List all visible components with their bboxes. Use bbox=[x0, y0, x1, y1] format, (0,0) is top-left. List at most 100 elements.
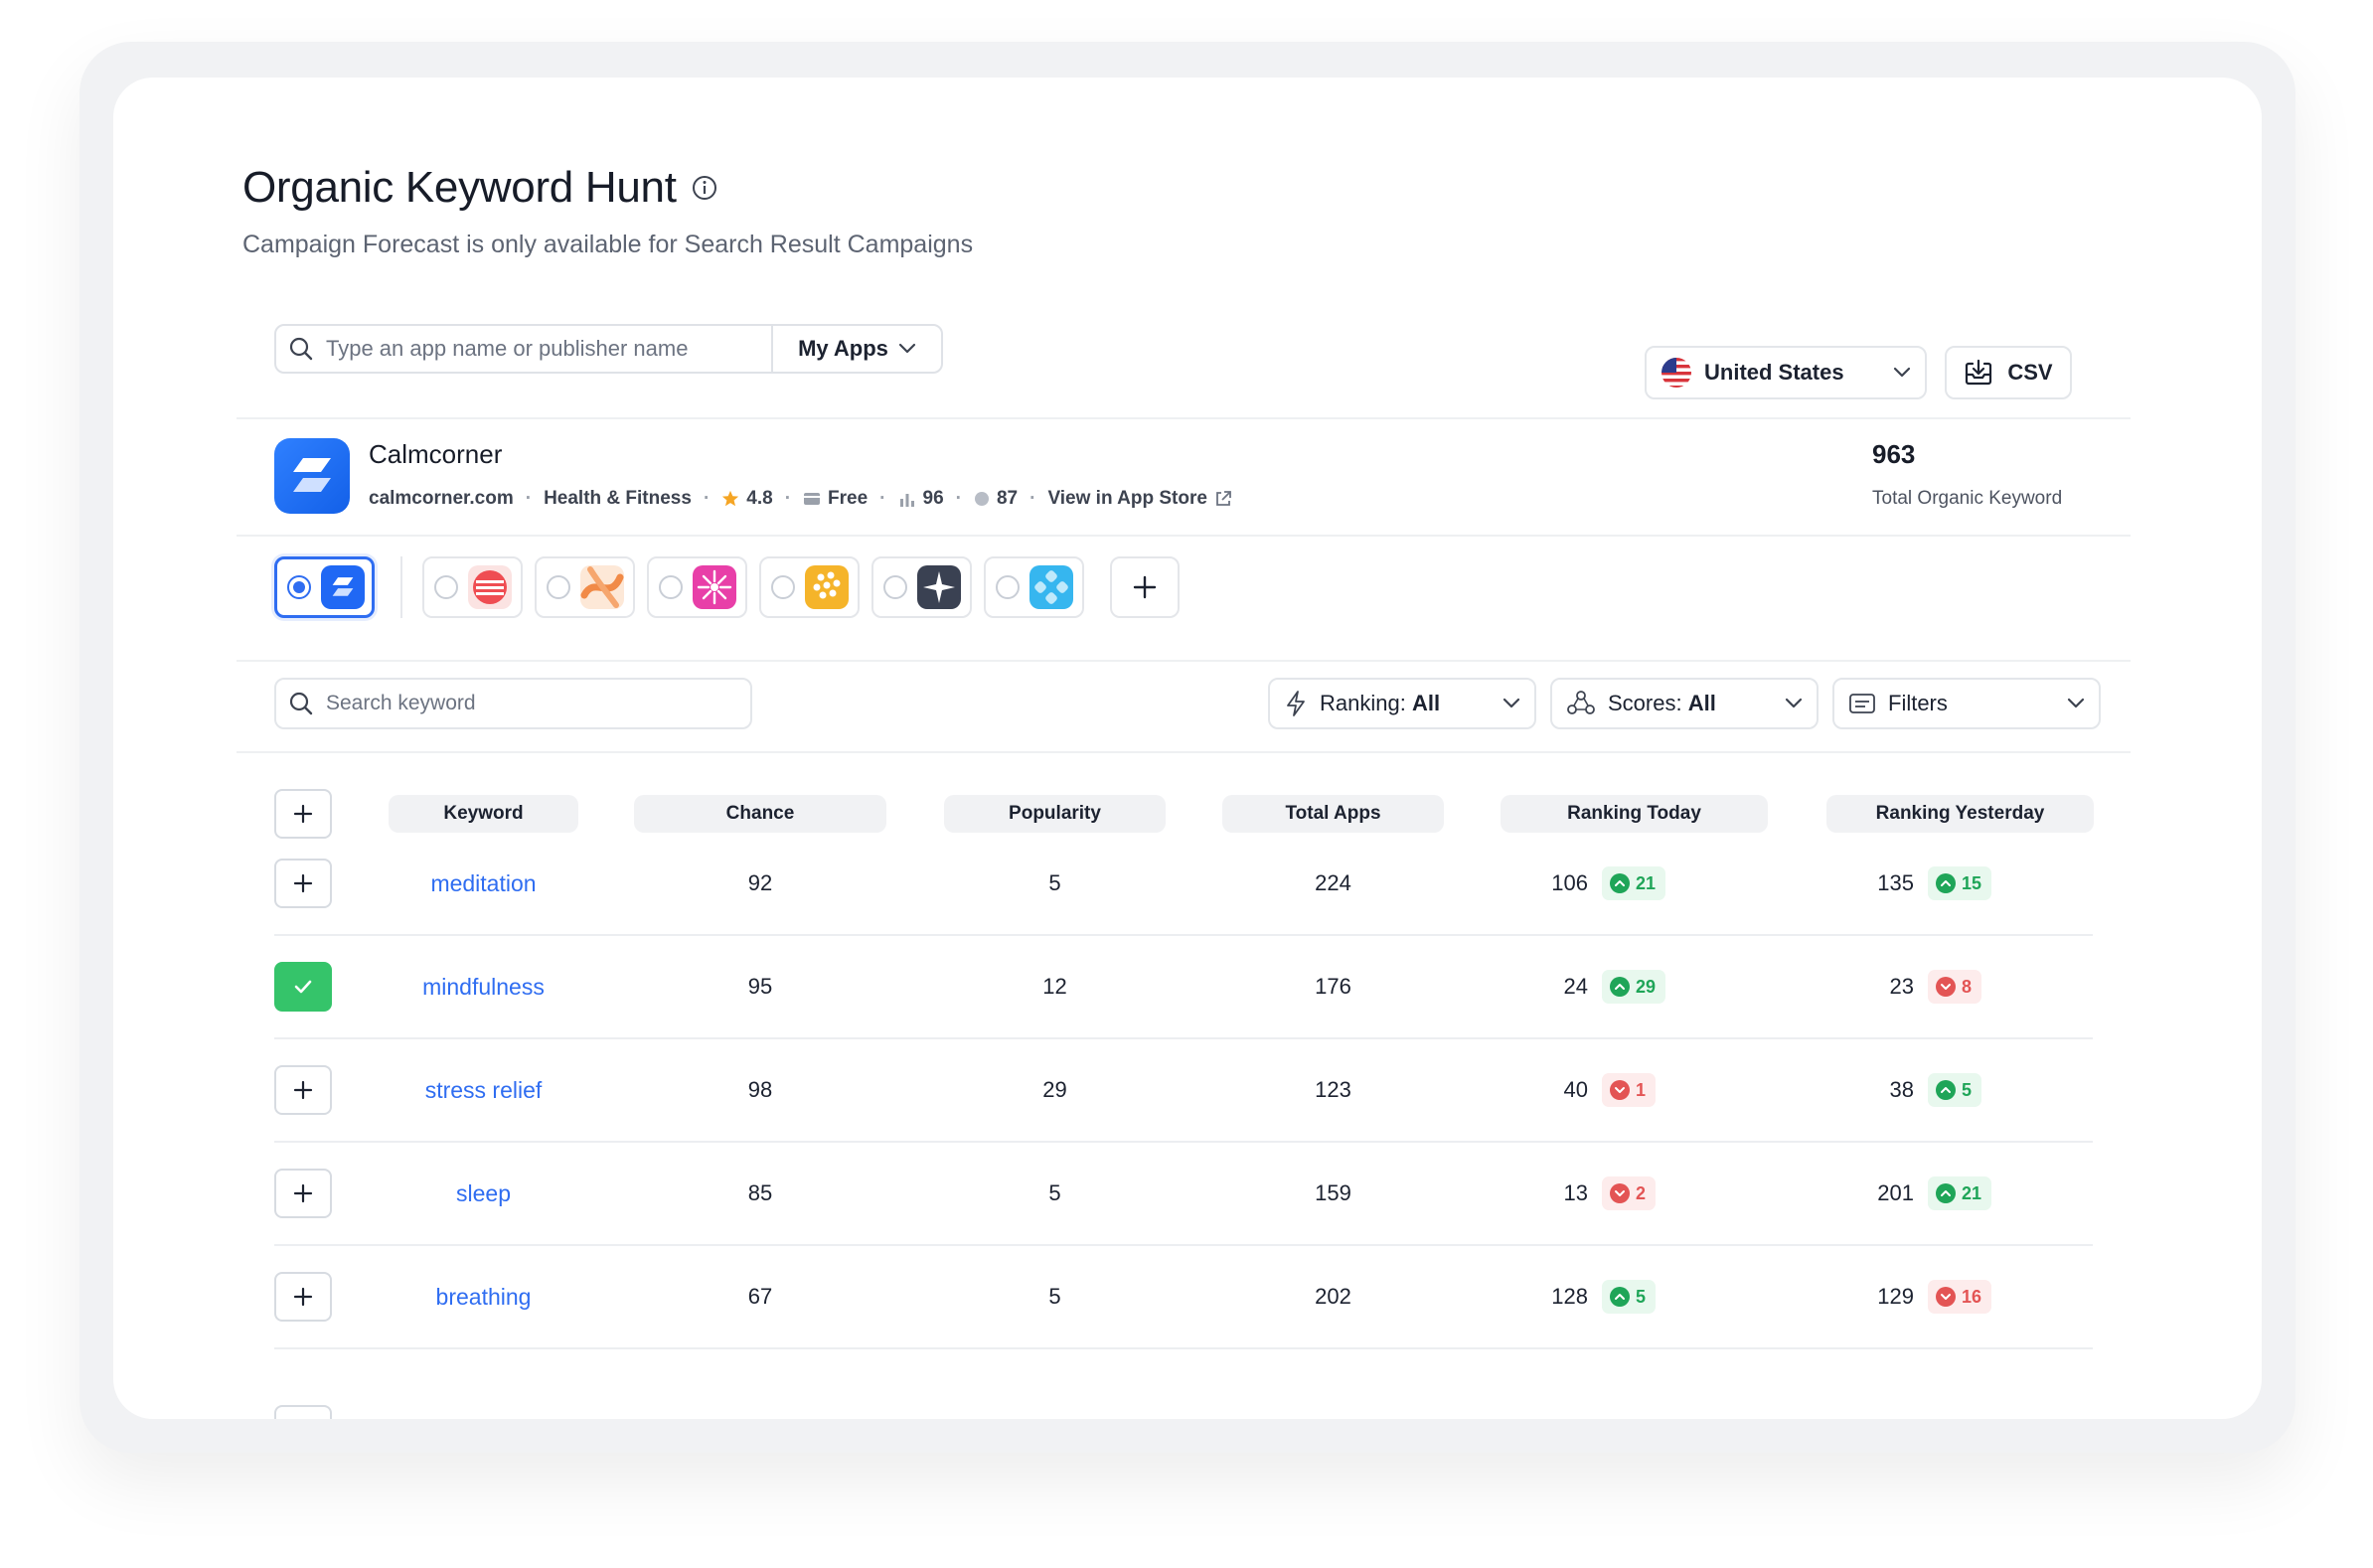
chevron-down-icon bbox=[1893, 367, 1911, 378]
ranking-today-change-badge: 1 bbox=[1602, 1073, 1657, 1107]
page-title: Organic Keyword Hunt bbox=[242, 163, 718, 213]
competitor-chip-2[interactable] bbox=[422, 556, 523, 618]
total-apps-cell: 159 bbox=[1315, 1180, 1351, 1205]
table-row: sleep 85 5 159 13 2 201 21 bbox=[274, 1143, 2093, 1246]
arrow-down-icon bbox=[1941, 1294, 1951, 1300]
app-search-group: Type an app name or publisher name My Ap… bbox=[274, 324, 943, 374]
selector-separator bbox=[400, 556, 402, 618]
external-link-icon bbox=[1216, 491, 1231, 506]
add-keyword-button[interactable] bbox=[274, 1272, 332, 1322]
arrow-down-icon bbox=[1941, 984, 1951, 990]
radio bbox=[547, 575, 570, 599]
ranking-filter-dropdown[interactable]: Ranking: All bbox=[1268, 678, 1536, 729]
chevron-down-icon bbox=[1503, 698, 1520, 708]
chevron-down-icon bbox=[898, 343, 916, 354]
row-divider bbox=[274, 1141, 2093, 1143]
column-header-popularity[interactable]: Popularity bbox=[944, 795, 1166, 833]
check-icon bbox=[294, 980, 312, 994]
keyword-search-input[interactable]: Search keyword bbox=[274, 678, 752, 729]
chevron-down-icon bbox=[2067, 698, 2085, 708]
column-header-total-apps[interactable]: Total Apps bbox=[1222, 795, 1444, 833]
competitor-chip-7[interactable] bbox=[984, 556, 1084, 618]
ranking-yesterday-change-badge: 16 bbox=[1928, 1280, 1992, 1314]
arrow-up-icon bbox=[1615, 984, 1625, 990]
lightning-icon bbox=[1287, 691, 1305, 716]
arrow-down-icon bbox=[1615, 1190, 1625, 1196]
add-keyword-button[interactable] bbox=[274, 1405, 332, 1419]
calmcorner-icon bbox=[321, 565, 365, 609]
csv-export-button[interactable]: CSV bbox=[1945, 346, 2072, 399]
app-rating: 4.8 bbox=[721, 488, 773, 510]
arrow-down-icon bbox=[1615, 1087, 1625, 1093]
main-card: Organic Keyword Hunt Campaign Forecast i… bbox=[113, 78, 2262, 1419]
app-search-input[interactable]: Type an app name or publisher name bbox=[276, 326, 773, 372]
divider bbox=[237, 417, 2131, 419]
app-meta: calmcorner.com · Health & Fitness · 4.8 … bbox=[369, 488, 1232, 510]
price-tag-icon bbox=[804, 493, 821, 505]
my-apps-dropdown[interactable]: My Apps bbox=[773, 336, 941, 362]
nodes-icon bbox=[1567, 691, 1595, 714]
column-header-chance[interactable]: Chance bbox=[634, 795, 886, 833]
plus-icon bbox=[293, 1183, 313, 1203]
row-divider bbox=[274, 934, 2093, 936]
add-keyword-button[interactable] bbox=[274, 1065, 332, 1115]
keyword-added-toggle[interactable] bbox=[274, 962, 332, 1012]
chance-cell: 92 bbox=[747, 870, 773, 895]
add-competitor-button[interactable] bbox=[1110, 556, 1180, 618]
divider bbox=[237, 660, 2131, 662]
total-apps-cell: 224 bbox=[1315, 870, 1351, 895]
download-tray-icon bbox=[1966, 359, 1992, 386]
total-apps-cell: 123 bbox=[1315, 1077, 1351, 1102]
ranking-yesterday-change-badge: 21 bbox=[1928, 1176, 1992, 1210]
add-keyword-button[interactable] bbox=[274, 859, 332, 908]
popularity-cell: 12 bbox=[1042, 974, 1067, 999]
table-row: mindfulness 95 12 176 24 29 23 8 bbox=[274, 936, 2093, 1039]
keyword-search-placeholder: Search keyword bbox=[326, 692, 476, 714]
chance-cell: 85 bbox=[747, 1180, 773, 1205]
page-subtitle: Campaign Forecast is only available for … bbox=[242, 231, 974, 258]
circle-score-icon bbox=[974, 492, 989, 506]
competitor-chip-5[interactable] bbox=[759, 556, 860, 618]
competitor-chip-6[interactable] bbox=[871, 556, 972, 618]
ranking-today-change-badge: 2 bbox=[1602, 1176, 1657, 1210]
divider bbox=[237, 535, 2131, 537]
keyword-link[interactable]: breathing bbox=[435, 1283, 532, 1310]
yellow-dots-app-icon bbox=[805, 565, 849, 609]
radio bbox=[771, 575, 795, 599]
competitor-chip-4[interactable] bbox=[647, 556, 747, 618]
app-domain: calmcorner.com bbox=[369, 488, 514, 509]
competitor-chip-3[interactable] bbox=[535, 556, 635, 618]
ranking-today-value: 40 bbox=[1563, 1077, 1588, 1102]
chevron-down-icon bbox=[1785, 698, 1803, 708]
add-keyword-button[interactable] bbox=[274, 1169, 332, 1218]
competitor-chip-calmcorner[interactable] bbox=[274, 556, 375, 618]
add-all-button[interactable] bbox=[274, 789, 332, 839]
popularity-cell: 29 bbox=[1042, 1077, 1067, 1102]
ranking-yesterday-value: 23 bbox=[1889, 974, 1914, 999]
column-header-ranking-today[interactable]: Ranking Today bbox=[1501, 795, 1768, 833]
keyword-link[interactable]: mindfulness bbox=[422, 973, 545, 1000]
ranking-yesterday-value: 129 bbox=[1877, 1284, 1914, 1309]
scores-filter-dropdown[interactable]: Scores: All bbox=[1550, 678, 1819, 729]
ranking-yesterday-change-badge: 8 bbox=[1928, 970, 1982, 1004]
search-icon bbox=[289, 337, 313, 361]
ranking-today-change-badge: 5 bbox=[1602, 1280, 1657, 1314]
keyword-link[interactable]: sleep bbox=[456, 1179, 511, 1206]
view-in-app-store-link[interactable]: View in App Store bbox=[1047, 488, 1231, 510]
filters-label: Filters bbox=[1888, 691, 1948, 715]
filters-dropdown[interactable]: Filters bbox=[1832, 678, 2101, 729]
country-select[interactable]: United States bbox=[1645, 346, 1927, 399]
column-header-ranking-yesterday[interactable]: Ranking Yesterday bbox=[1826, 795, 2094, 833]
table-row: breathing 67 5 202 128 5 129 16 bbox=[274, 1246, 2093, 1349]
competitor-selector bbox=[274, 556, 1180, 618]
info-icon[interactable] bbox=[691, 174, 718, 202]
total-organic-keyword-count: 963 bbox=[1872, 439, 1916, 469]
popularity-cell: 5 bbox=[1048, 870, 1061, 895]
total-apps-cell: 176 bbox=[1315, 974, 1351, 999]
star-icon bbox=[722, 490, 739, 507]
total-apps-cell: 202 bbox=[1315, 1284, 1351, 1309]
keyword-link[interactable]: meditation bbox=[430, 869, 537, 896]
total-organic-keyword-label: Total Organic Keyword bbox=[1872, 488, 2063, 509]
column-header-keyword[interactable]: Keyword bbox=[389, 795, 578, 833]
keyword-link[interactable]: stress relief bbox=[424, 1076, 543, 1103]
